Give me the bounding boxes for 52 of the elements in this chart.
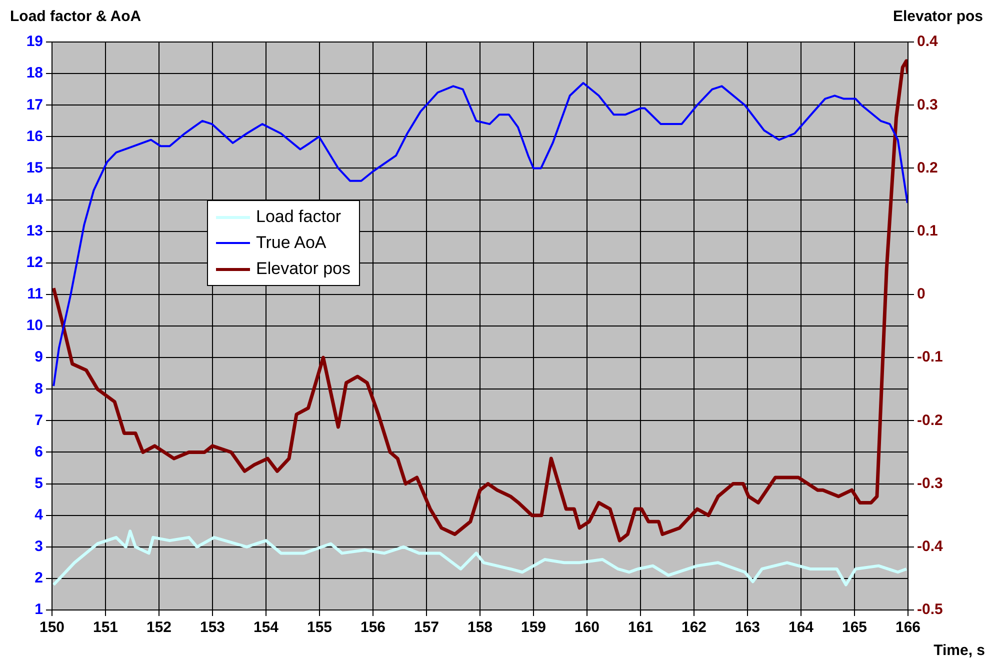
y-tick-label: 15 <box>26 159 43 176</box>
y-tick-label: 16 <box>26 128 43 145</box>
y2-tick-label: 0 <box>917 286 926 303</box>
x-tick-label: 152 <box>146 619 172 636</box>
legend-label: True AoA <box>256 232 326 254</box>
x-tick-label: 166 <box>895 619 921 636</box>
y2-tick-label: 0.1 <box>917 222 938 240</box>
x-tick-label: 164 <box>788 619 814 636</box>
x-tick-label: 156 <box>360 619 386 636</box>
y-tick-label: 8 <box>34 380 43 398</box>
y-axis-title: Load factor & AoA <box>10 8 142 25</box>
x-tick-label: 157 <box>414 619 440 636</box>
legend-label: Load factor <box>256 206 342 228</box>
x-tick-label: 160 <box>574 619 600 636</box>
y2-tick-label: -0.1 <box>917 348 943 366</box>
x-tick-label: 150 <box>39 619 65 636</box>
x-tick-label: 161 <box>628 619 654 636</box>
x-axis-title: Time, s <box>934 642 985 659</box>
y2-tick-label: 0.4 <box>917 33 939 50</box>
y2-tick-label: -0.5 <box>917 601 943 618</box>
x-tick-label: 159 <box>520 619 546 636</box>
y-tick-label: 18 <box>26 64 43 82</box>
y-tick-label: 9 <box>34 348 43 366</box>
y-tick-label: 19 <box>26 33 43 50</box>
x-tick-label: 151 <box>92 619 118 636</box>
y2-tick-label: 0.2 <box>917 159 938 176</box>
x-tick-label: 155 <box>306 619 332 636</box>
x-tick-label: 154 <box>253 619 280 636</box>
legend-label: Elevator pos <box>256 258 350 280</box>
x-tick-label: 163 <box>734 619 760 636</box>
y-tick-label: 12 <box>26 254 43 272</box>
y2-tick-label: -0.4 <box>917 538 944 556</box>
y-tick-label: 11 <box>27 286 43 303</box>
y-tick-label: 7 <box>34 412 43 429</box>
y-tick-label: 4 <box>34 506 44 524</box>
y-tick-label: 10 <box>26 317 43 334</box>
y-tick-label: 14 <box>26 190 44 208</box>
y2-axis-title: Elevator pos <box>892 8 983 25</box>
x-tick-label: 162 <box>681 619 707 636</box>
y2-tick-label: -0.2 <box>917 412 943 429</box>
x-tick-label: 165 <box>842 619 868 636</box>
y2-tick-label: 0.3 <box>917 96 938 114</box>
y-tick-label: 5 <box>34 474 43 492</box>
y-tick-label: 3 <box>34 538 43 556</box>
y-tick-label: 17 <box>26 96 43 114</box>
y-tick-label: 1 <box>34 601 43 618</box>
y-tick-label: 6 <box>34 443 43 460</box>
y-tick-label: 2 <box>34 570 43 587</box>
x-tick-label: 153 <box>200 619 226 636</box>
y-tick-label: 13 <box>26 222 43 240</box>
y2-tick-label: -0.3 <box>917 474 943 492</box>
x-tick-label: 158 <box>467 619 493 636</box>
